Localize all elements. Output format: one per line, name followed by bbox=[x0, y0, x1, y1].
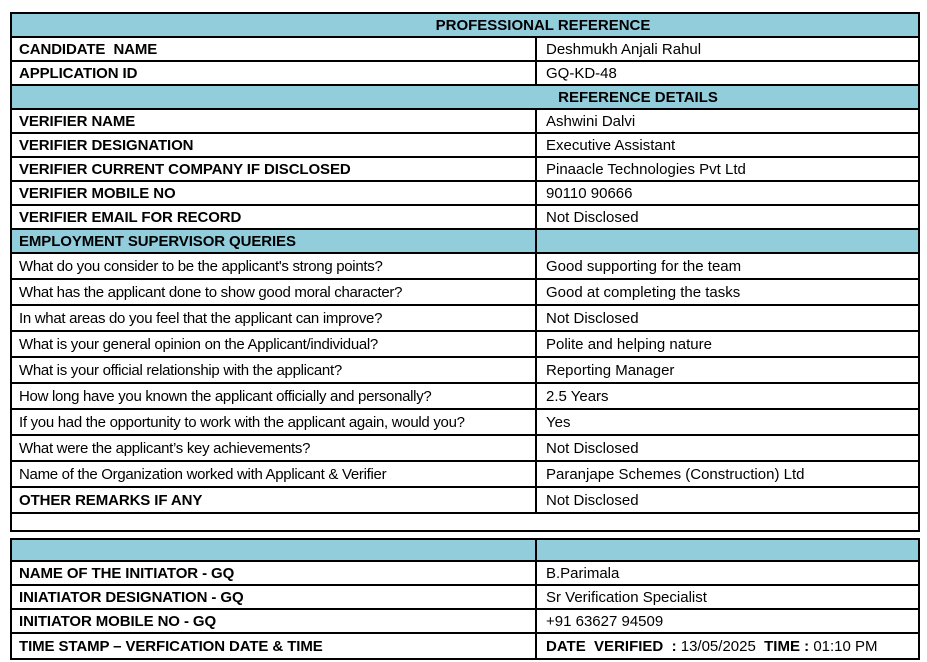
query-answer: Not Disclosed bbox=[546, 439, 639, 457]
initiator-name-label: NAME OF THE INITIATOR - GQ bbox=[12, 562, 537, 584]
candidate-name-row: CANDIDATE NAME Deshmukh Anjali Rahul bbox=[12, 38, 918, 62]
query-question: What is your general opinion on the Appl… bbox=[12, 332, 537, 356]
query-row-official-relationship: What is your official relationship with … bbox=[12, 358, 918, 384]
verifier-name-row: VERIFIER NAME Ashwini Dalvi bbox=[12, 110, 918, 134]
query-answer: Paranjape Schemes (Construction) Ltd bbox=[546, 465, 805, 483]
initiator-name-value: B.Parimala bbox=[546, 564, 620, 582]
supervisor-queries-header-empty-cell bbox=[537, 230, 918, 252]
query-answer: Not Disclosed bbox=[546, 309, 639, 327]
query-answer: Polite and helping nature bbox=[546, 335, 712, 353]
timestamp-value: DATE VERIFIED : 13/05/2025 TIME : 01:10 … bbox=[537, 634, 918, 658]
query-row-general-opinion: What is your general opinion on the Appl… bbox=[12, 332, 918, 358]
verifier-company-value: Pinaacle Technologies Pvt Ltd bbox=[546, 160, 746, 178]
other-remarks-label: OTHER REMARKS IF ANY bbox=[12, 488, 537, 512]
verifier-email-value: Not Disclosed bbox=[546, 208, 639, 226]
query-question: Name of the Organization worked with App… bbox=[12, 462, 537, 486]
candidate-name-label: CANDIDATE NAME bbox=[12, 38, 537, 60]
verifier-company-row: VERIFIER CURRENT COMPANY IF DISCLOSED Pi… bbox=[12, 158, 918, 182]
query-row-moral-character: What has the applicant done to show good… bbox=[12, 280, 918, 306]
other-remarks-value: Not Disclosed bbox=[546, 491, 639, 509]
verifier-name-label: VERIFIER NAME bbox=[12, 110, 537, 132]
query-answer: Good at completing the tasks bbox=[546, 283, 741, 301]
application-id-row: APPLICATION ID GQ-KD-48 bbox=[12, 62, 918, 86]
verifier-mobile-row: VERIFIER MOBILE NO 90110 90666 bbox=[12, 182, 918, 206]
query-answer: Good supporting for the team bbox=[546, 257, 742, 275]
timestamp-time-label: TIME : bbox=[755, 637, 814, 655]
verifier-mobile-value: 90110 90666 bbox=[546, 184, 633, 202]
query-answer: 2.5 Years bbox=[546, 387, 609, 405]
reference-details-title: REFERENCE DETAILS bbox=[12, 86, 918, 108]
query-question: What has the applicant done to show good… bbox=[12, 280, 537, 304]
query-row-strong-points: What do you consider to be the applicant… bbox=[12, 254, 918, 280]
verifier-designation-row: VERIFIER DESIGNATION Executive Assistant bbox=[12, 134, 918, 158]
initiator-designation-row: INIATIATOR DESIGNATION - GQ Sr Verificat… bbox=[12, 586, 918, 610]
initiator-header-row bbox=[12, 540, 918, 562]
verifier-mobile-label: VERIFIER MOBILE NO bbox=[12, 182, 537, 204]
timestamp-date-label: DATE VERIFIED : bbox=[546, 637, 681, 655]
professional-reference-title: PROFESSIONAL REFERENCE bbox=[12, 14, 918, 36]
query-answer: Reporting Manager bbox=[546, 361, 675, 379]
query-row-organization-name: Name of the Organization worked with App… bbox=[12, 462, 918, 488]
initiator-header-left-cell bbox=[12, 540, 537, 560]
initiator-name-row: NAME OF THE INITIATOR - GQ B.Parimala bbox=[12, 562, 918, 586]
supervisor-queries-title: EMPLOYMENT SUPERVISOR QUERIES bbox=[12, 230, 537, 252]
spacer-row bbox=[12, 514, 918, 530]
verifier-company-label: VERIFIER CURRENT COMPANY IF DISCLOSED bbox=[12, 158, 537, 180]
timestamp-row: TIME STAMP – VERFICATION DATE & TIME DAT… bbox=[12, 634, 918, 658]
query-row-known-duration: How long have you known the applicant of… bbox=[12, 384, 918, 410]
application-id-label: APPLICATION ID bbox=[12, 62, 537, 84]
initiator-mobile-label: INITIATOR MOBILE NO - GQ bbox=[12, 610, 537, 632]
reference-details-header-row: REFERENCE DETAILS bbox=[12, 86, 918, 110]
timestamp-label: TIME STAMP – VERFICATION DATE & TIME bbox=[12, 634, 537, 658]
spacer-cell bbox=[12, 514, 918, 530]
initiator-mobile-row: INITIATOR MOBILE NO - GQ +91 63627 94509 bbox=[12, 610, 918, 634]
timestamp-date-value: 13/05/2025 bbox=[680, 637, 756, 655]
verifier-name-value: Ashwini Dalvi bbox=[546, 112, 636, 130]
professional-reference-header-row: PROFESSIONAL REFERENCE bbox=[12, 14, 918, 38]
initiator-designation-label: INIATIATOR DESIGNATION - GQ bbox=[12, 586, 537, 608]
query-question: How long have you known the applicant of… bbox=[12, 384, 537, 408]
query-answer: Yes bbox=[546, 413, 571, 431]
query-row-work-again: If you had the opportunity to work with … bbox=[12, 410, 918, 436]
initiator-mobile-value: +91 63627 94509 bbox=[546, 612, 664, 630]
application-id-value: GQ-KD-48 bbox=[546, 64, 617, 82]
query-row-improve-areas: In what areas do you feel that the appli… bbox=[12, 306, 918, 332]
query-question: In what areas do you feel that the appli… bbox=[12, 306, 537, 330]
initiator-header-right-cell bbox=[537, 540, 918, 560]
verifier-email-row: VERIFIER EMAIL FOR RECORD Not Disclosed bbox=[12, 206, 918, 230]
supervisor-queries-header-row: EMPLOYMENT SUPERVISOR QUERIES bbox=[12, 230, 918, 254]
other-remarks-row: OTHER REMARKS IF ANY Not Disclosed bbox=[12, 488, 918, 514]
initiator-designation-value: Sr Verification Specialist bbox=[546, 588, 707, 606]
timestamp-time-value: 01:10 PM bbox=[813, 637, 878, 655]
query-question: What were the applicant’s key achievemen… bbox=[12, 436, 537, 460]
verifier-designation-label: VERIFIER DESIGNATION bbox=[12, 134, 537, 156]
candidate-name-value: Deshmukh Anjali Rahul bbox=[546, 40, 702, 58]
verifier-designation-value: Executive Assistant bbox=[546, 136, 676, 154]
verifier-email-label: VERIFIER EMAIL FOR RECORD bbox=[12, 206, 537, 228]
query-question: What do you consider to be the applicant… bbox=[12, 254, 537, 278]
reference-table: PROFESSIONAL REFERENCE CANDIDATE NAME De… bbox=[10, 12, 920, 532]
initiator-table: NAME OF THE INITIATOR - GQ B.Parimala IN… bbox=[10, 538, 920, 660]
query-question: What is your official relationship with … bbox=[12, 358, 537, 382]
query-question: If you had the opportunity to work with … bbox=[12, 410, 537, 434]
query-row-key-achievements: What were the applicant’s key achievemen… bbox=[12, 436, 918, 462]
